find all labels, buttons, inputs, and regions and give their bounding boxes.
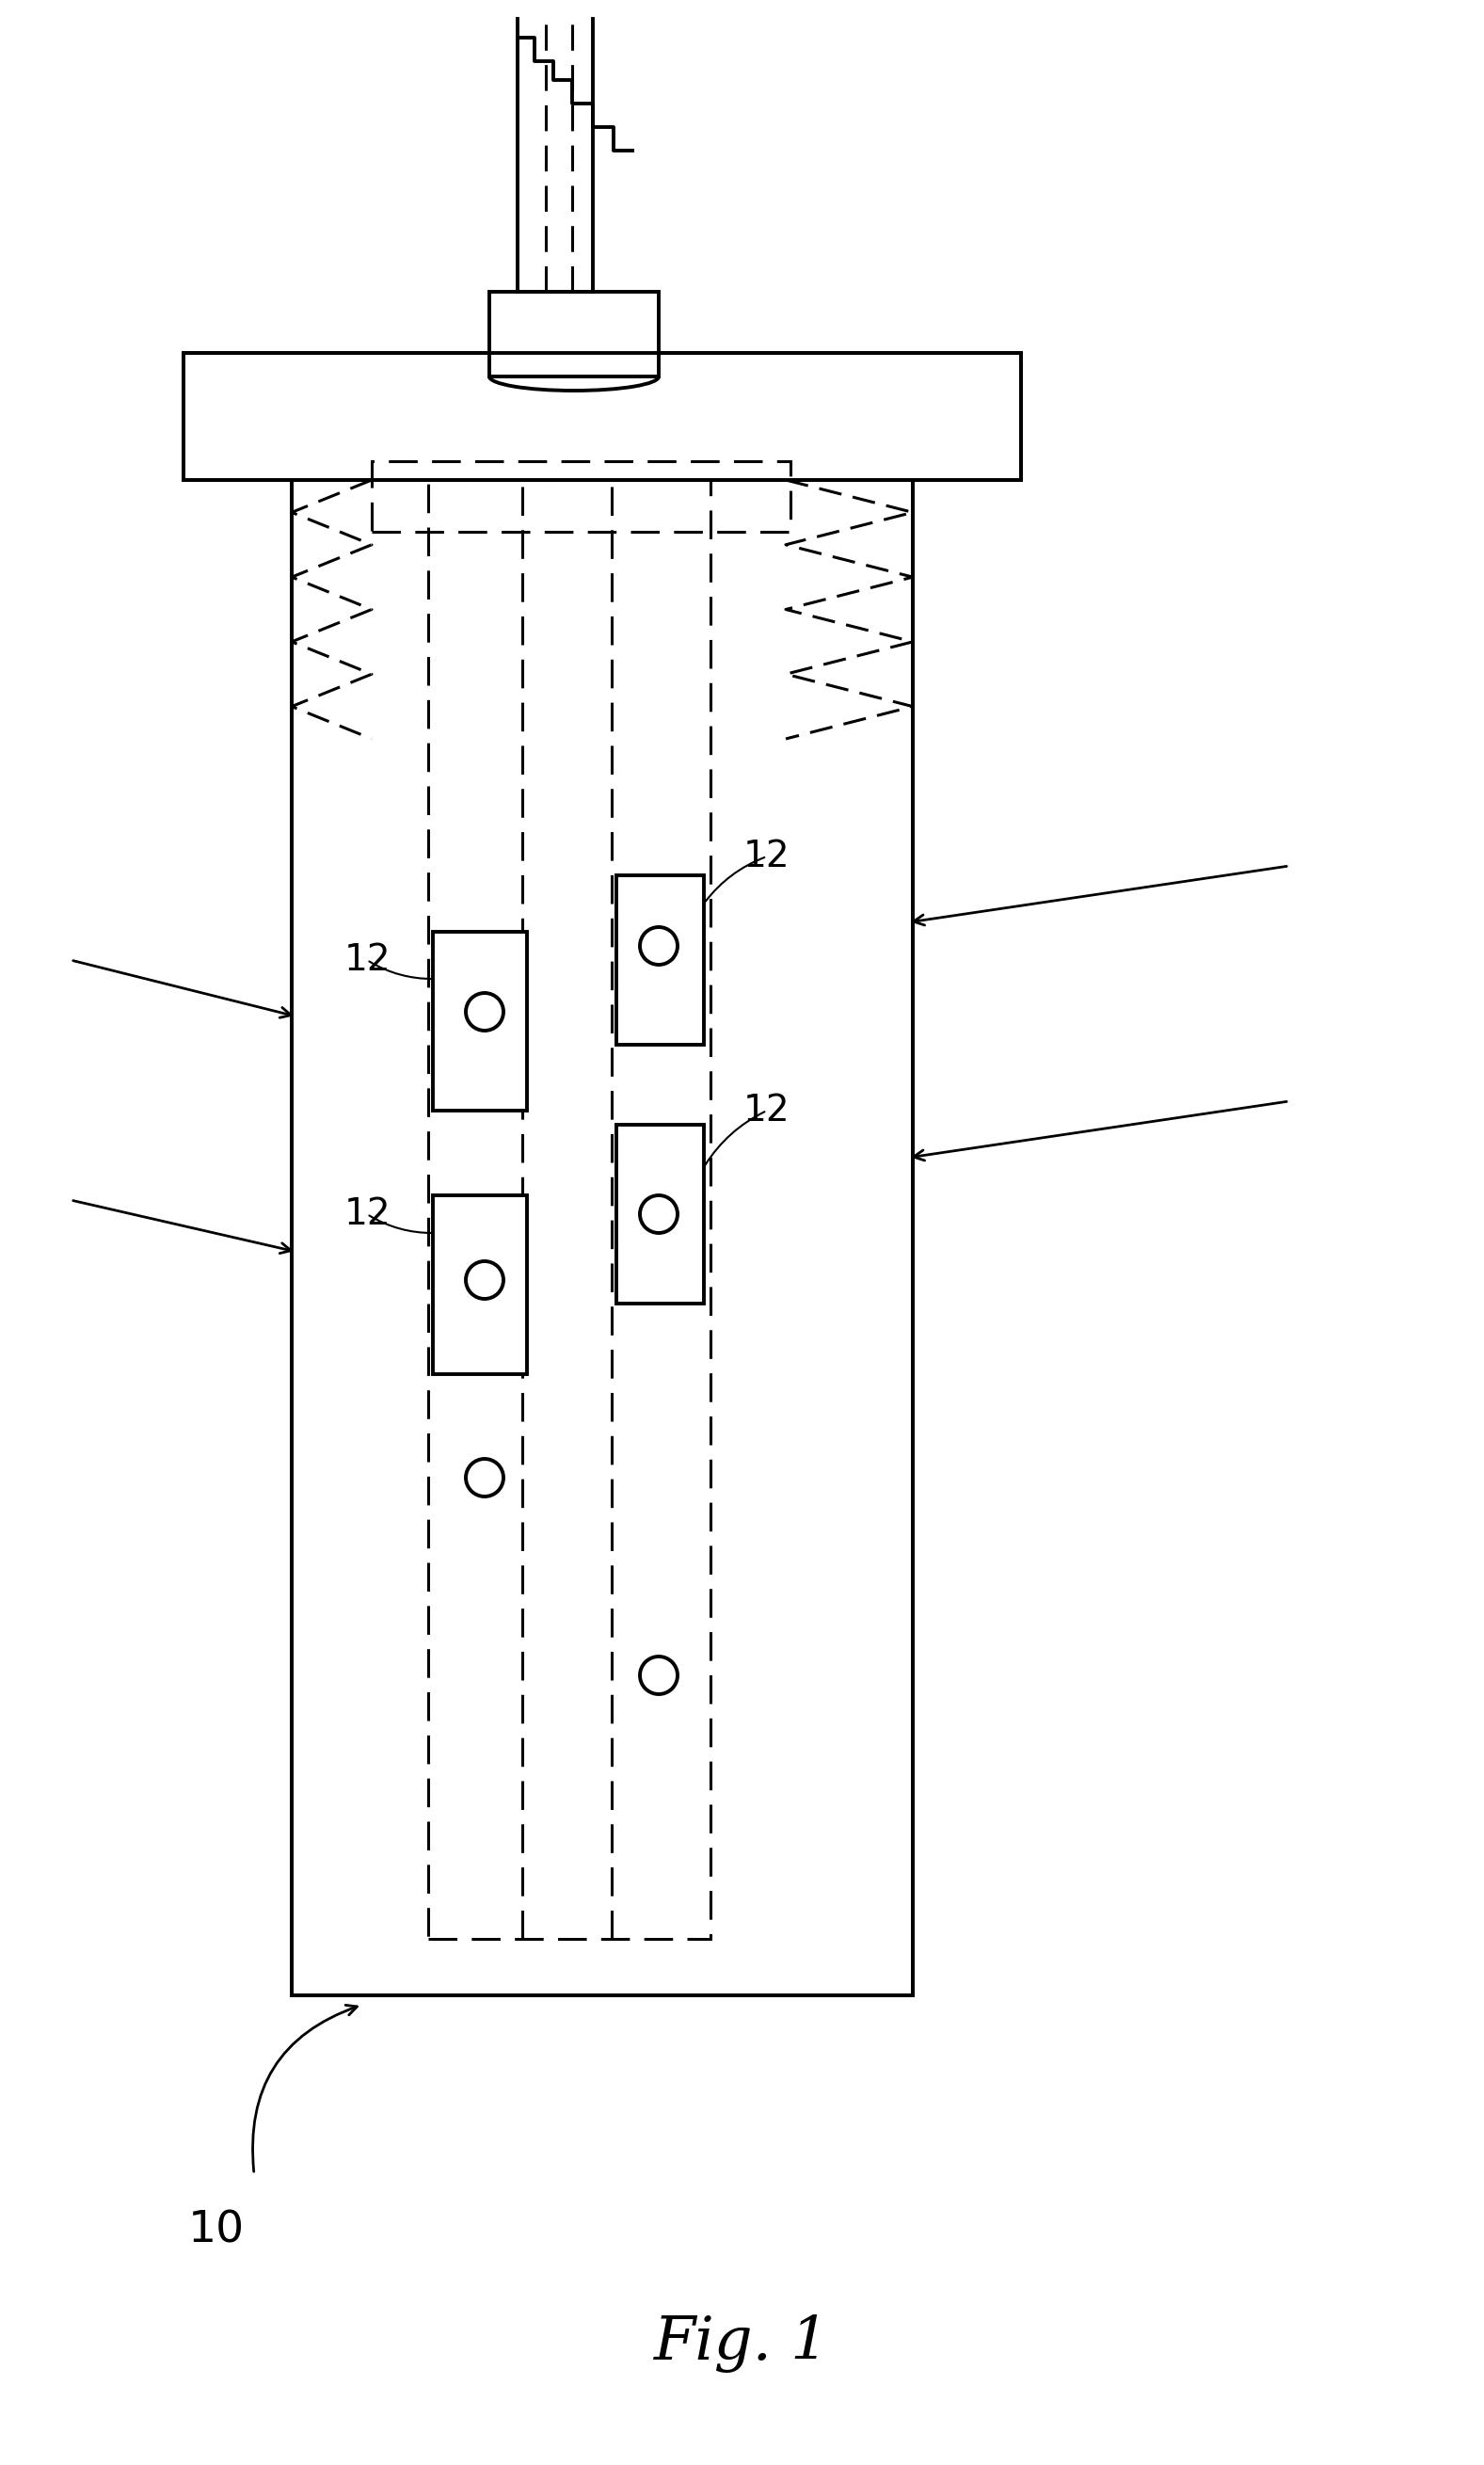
Text: 12: 12 [743, 1092, 791, 1129]
Text: 12: 12 [344, 942, 390, 979]
Polygon shape [616, 875, 703, 1045]
Text: 10: 10 [188, 2209, 245, 2253]
Polygon shape [433, 932, 527, 1112]
Polygon shape [184, 352, 1021, 481]
Text: Fig. 1: Fig. 1 [653, 2315, 830, 2374]
Text: 12: 12 [743, 838, 791, 875]
Text: 12: 12 [344, 1196, 390, 1232]
Polygon shape [490, 291, 659, 377]
Polygon shape [433, 1196, 527, 1373]
Polygon shape [292, 481, 913, 1994]
Polygon shape [616, 1124, 703, 1304]
